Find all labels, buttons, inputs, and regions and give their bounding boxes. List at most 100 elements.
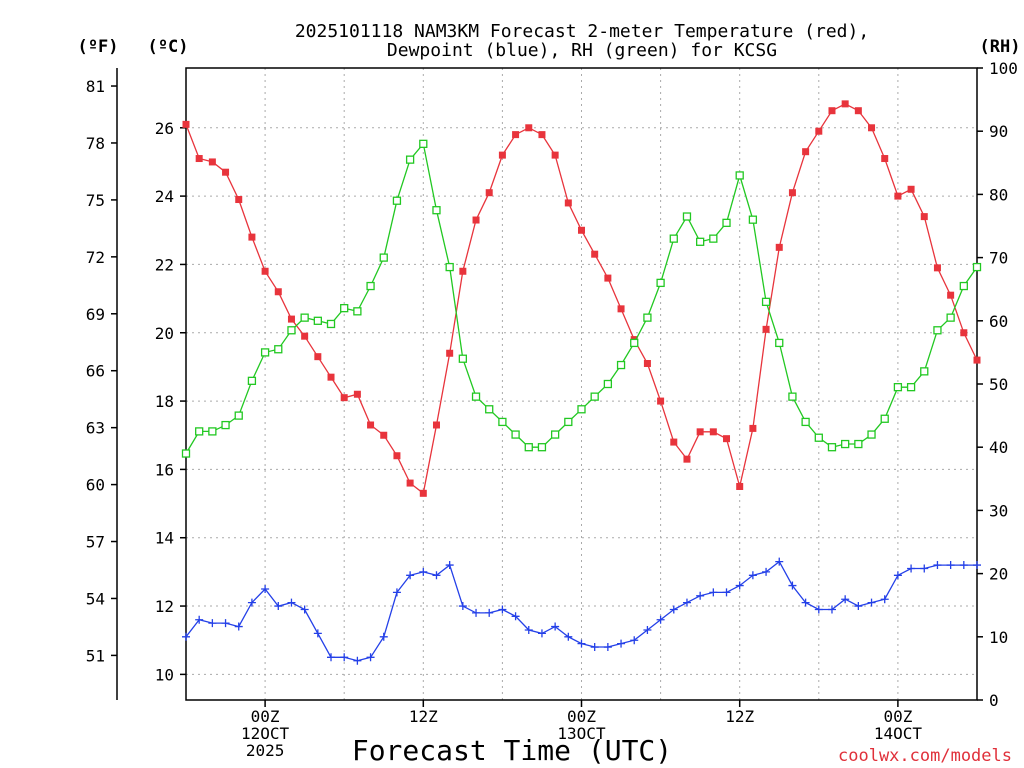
fahrenheit-tick-label: 54	[86, 589, 105, 608]
rh-tick-label: 0	[989, 691, 999, 710]
temperature-point	[841, 100, 849, 108]
dewpoint-point	[300, 605, 309, 614]
dewpoint-point	[867, 598, 876, 607]
fahrenheit-tick-label: 57	[86, 533, 105, 552]
dewpoint-point	[748, 571, 757, 580]
rh-point	[564, 417, 573, 427]
temperature-point	[380, 431, 388, 439]
x-tick-label: 00Z	[883, 707, 912, 726]
dewpoint-point	[472, 608, 481, 617]
temperature-point	[419, 489, 427, 497]
dewpoint-point	[313, 629, 322, 638]
temperature-point	[538, 131, 546, 139]
rh-tick-label: 80	[989, 185, 1008, 204]
dewpoint-point	[195, 615, 204, 624]
temperature-point	[274, 288, 282, 296]
temperature-point	[802, 148, 810, 156]
temperature-point	[960, 329, 968, 337]
fahrenheit-tick-label: 63	[86, 419, 105, 438]
rh-point	[458, 354, 468, 363]
temperature-point	[498, 151, 506, 159]
temperature-point	[525, 124, 533, 132]
dewpoint-point	[208, 619, 217, 628]
rh-point	[656, 278, 665, 288]
rh-tick-label: 60	[989, 312, 1008, 331]
rh-point	[181, 449, 191, 458]
dewpoint-point	[775, 557, 784, 566]
dewpoint-point	[933, 561, 942, 570]
temperature-point	[709, 428, 717, 436]
x-tick-label: 12Z	[409, 707, 438, 726]
dewpoint-point	[340, 653, 349, 662]
temperature-point	[828, 107, 836, 115]
rh-point	[827, 443, 837, 452]
temperature-point	[973, 356, 981, 364]
dewpoint-point	[366, 653, 375, 662]
credit-link[interactable]: coolwx.com/models	[838, 746, 1012, 766]
temperature-point	[327, 373, 335, 381]
celsius-tick-label: 26	[155, 119, 174, 138]
rh-tick-label: 10	[989, 628, 1008, 647]
rh-point	[300, 313, 309, 322]
temperature-point	[907, 185, 915, 193]
fahrenheit-tick-label: 75	[86, 191, 105, 210]
temperature-point	[788, 189, 796, 197]
rh-point	[511, 430, 520, 439]
temperature-point	[287, 315, 295, 323]
temperature-point	[815, 127, 823, 135]
dewpoint-point	[801, 598, 810, 607]
dewpoint-point	[577, 639, 586, 648]
dewpoint-point	[669, 605, 678, 614]
axes: 51 54 57 60 63 66 69 72 75 78 81 10 12 14 16 18 20 22 24 26…	[86, 59, 1018, 760]
temperature-point	[723, 435, 731, 443]
temperature-point	[222, 168, 230, 176]
rh-point	[432, 206, 441, 215]
temperature-point	[591, 250, 599, 258]
rh-point	[630, 338, 639, 348]
temperature-point	[894, 192, 902, 200]
rh-point	[788, 392, 797, 401]
rh-tick-label: 40	[989, 438, 1008, 457]
dewpoint-point	[643, 625, 652, 634]
celsius-tick-label: 12	[155, 597, 174, 616]
dewpoint-point	[485, 608, 494, 617]
temperature-point	[854, 107, 862, 115]
fahrenheit-tick-label: 66	[86, 362, 105, 381]
dewpoint-point	[920, 564, 929, 573]
temperature-point	[261, 267, 269, 275]
dewpoint-point	[551, 622, 560, 631]
rh-point	[643, 313, 652, 322]
dewpoint-point	[973, 561, 981, 570]
rh-point	[709, 234, 718, 243]
rh-point	[946, 313, 955, 322]
rh-point	[313, 316, 322, 325]
temperature-point	[881, 155, 889, 163]
dewpoint-point	[788, 581, 797, 590]
temperature-point	[604, 274, 612, 282]
temperature-point	[578, 226, 585, 234]
rh-point	[735, 171, 744, 180]
rh-point	[234, 411, 243, 420]
rh-point	[814, 433, 823, 442]
temperature-point	[432, 421, 440, 429]
temperature-point	[472, 216, 480, 224]
dewpoint-point	[841, 595, 850, 604]
dewpoint-point	[880, 595, 889, 604]
dewpoint-point	[709, 588, 718, 597]
temperature-point	[459, 267, 467, 275]
celsius-tick-label: 10	[155, 665, 174, 684]
rh-point	[274, 345, 283, 354]
dewpoint-point	[261, 584, 270, 593]
dewpoint-point	[814, 605, 823, 614]
rh-point	[669, 234, 678, 243]
temperature-point	[749, 424, 757, 432]
fahrenheit-tick-label: 72	[86, 248, 105, 267]
chart-title-line-1: 2025101118 NAM3KM Forecast 2-meter Tempe…	[295, 21, 869, 42]
temperature-point	[314, 353, 322, 361]
dewpoint-point	[630, 636, 639, 645]
celsius-tick-label: 22	[155, 255, 174, 274]
dewpoint-point	[498, 605, 507, 614]
rh-point	[445, 262, 454, 272]
temperature-point	[657, 397, 665, 405]
rh-point	[379, 253, 388, 262]
